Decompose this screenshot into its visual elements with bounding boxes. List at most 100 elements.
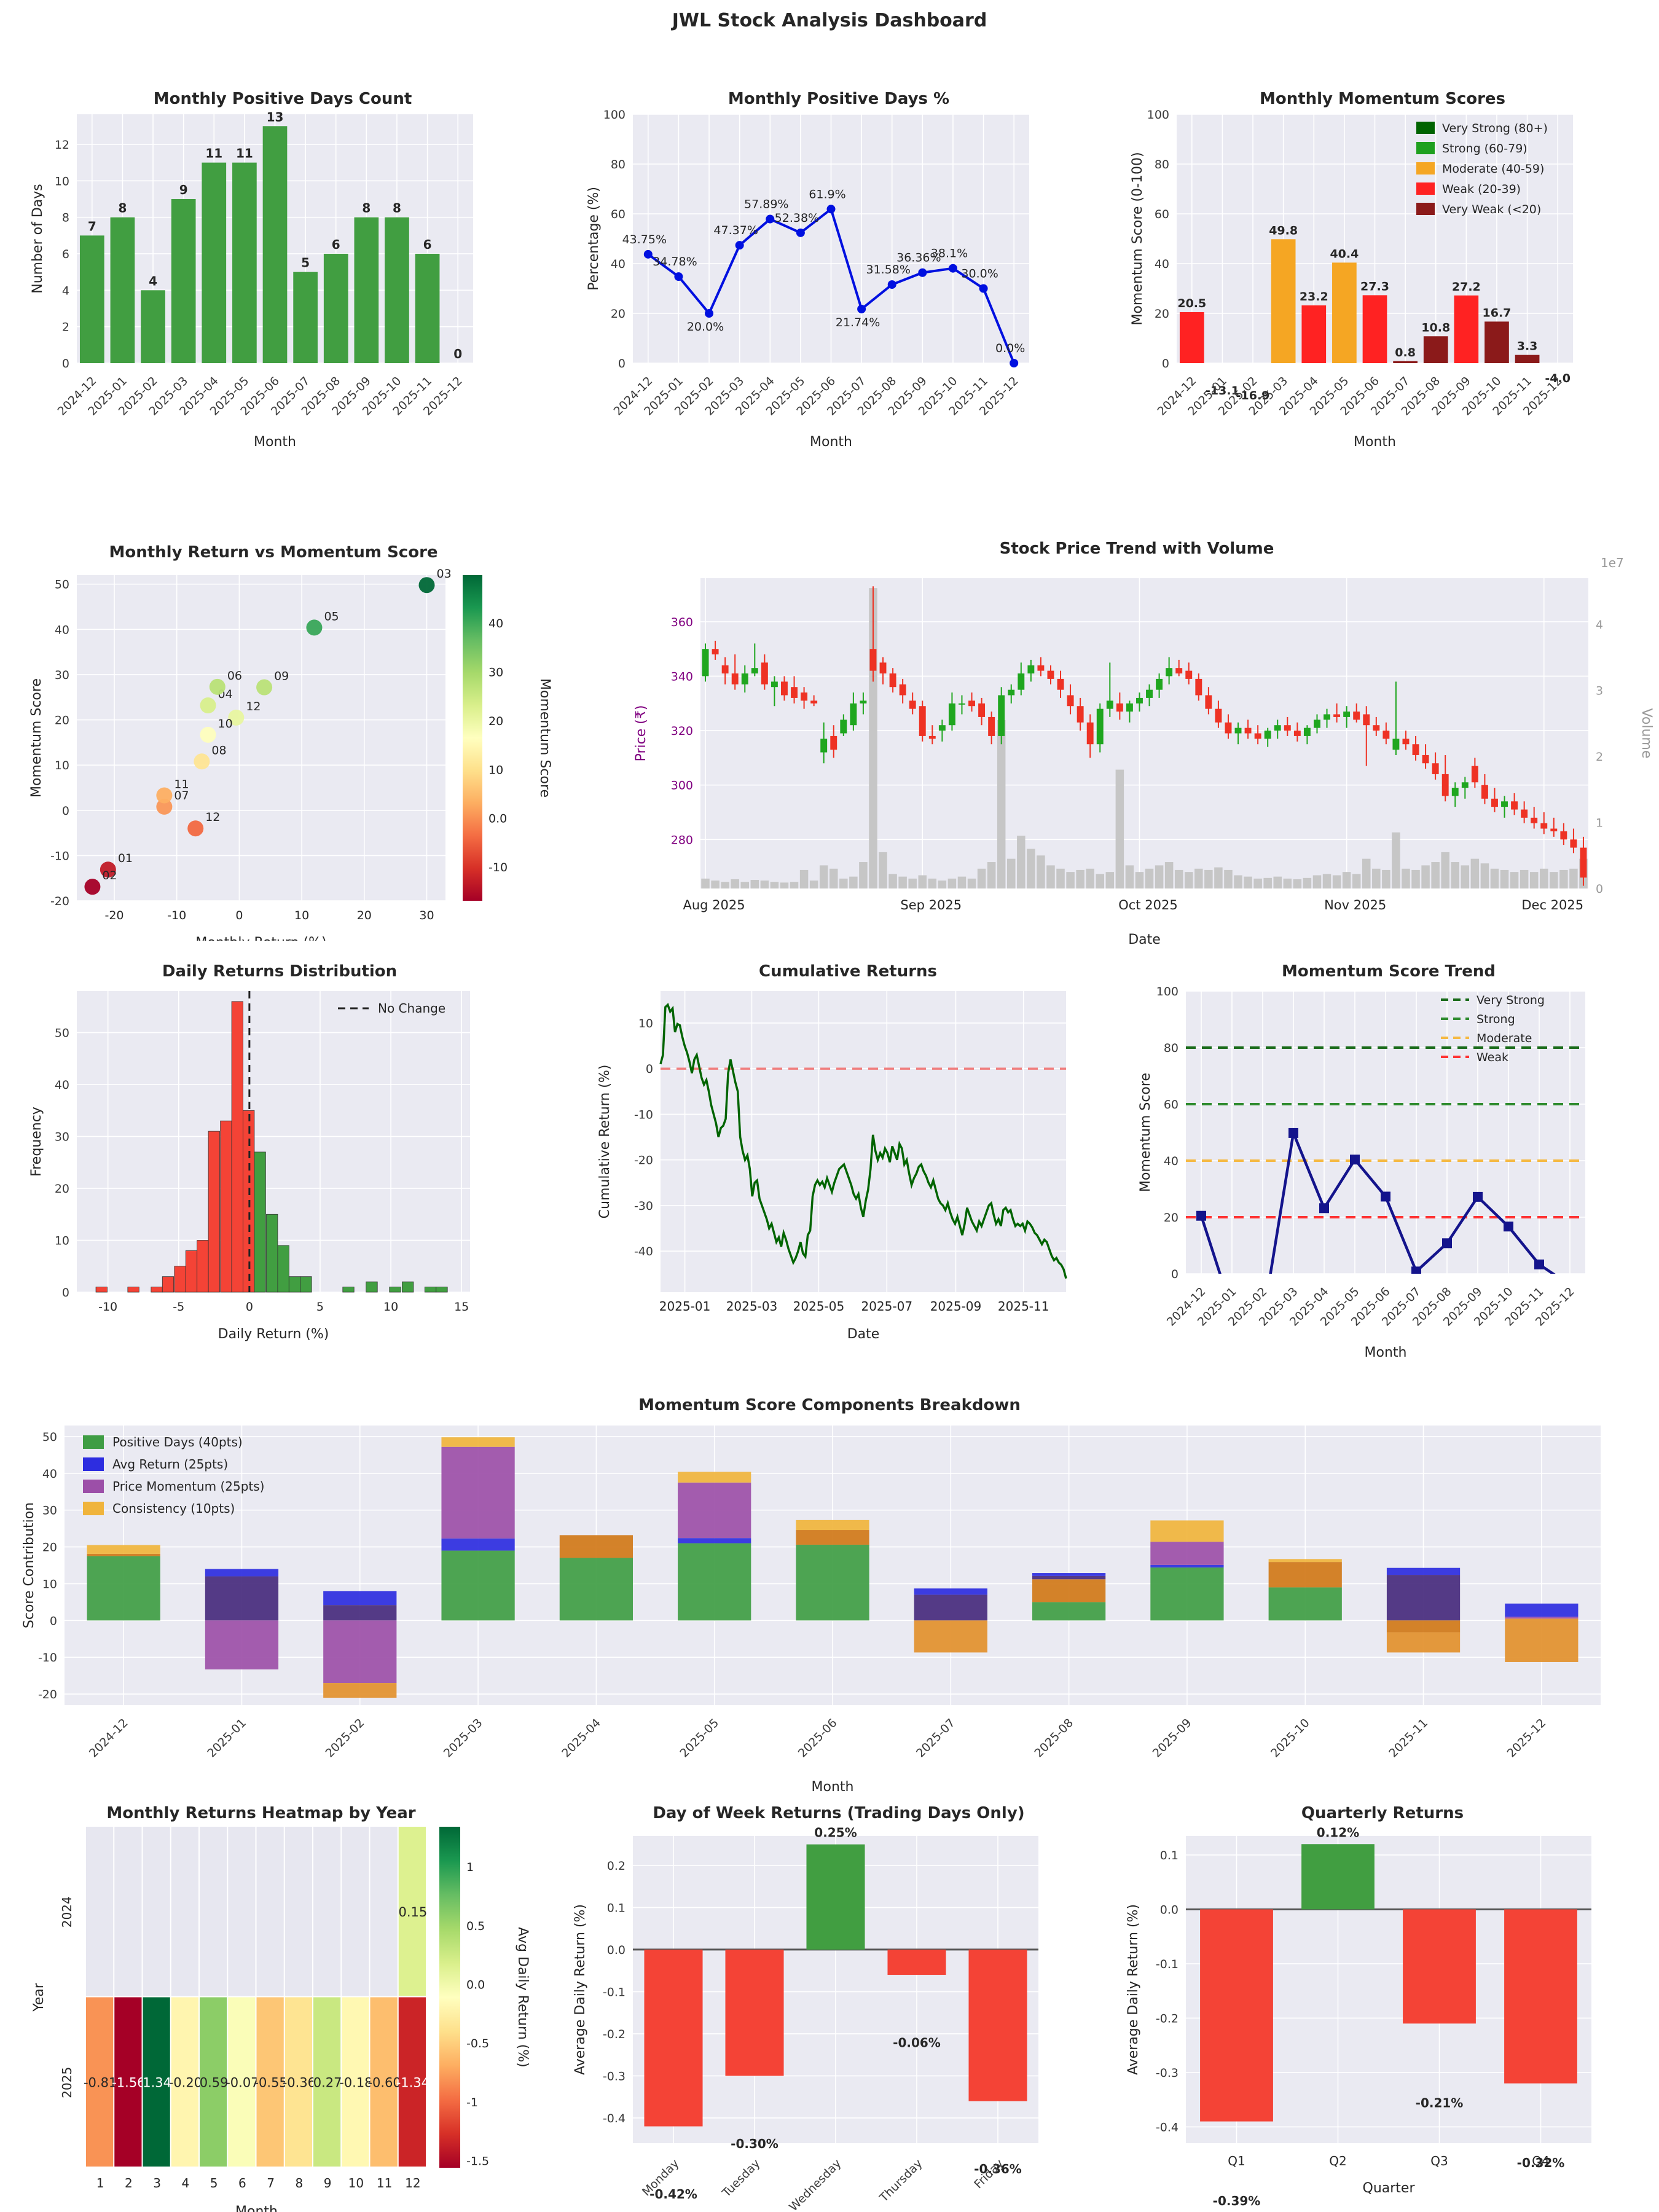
volume-bar	[1037, 855, 1045, 888]
volume-bar	[918, 875, 927, 888]
candle-body	[801, 692, 808, 701]
volume-bar	[1372, 868, 1381, 888]
y-tick-label: 2024	[60, 1896, 74, 1928]
x-tick-label: 10	[294, 909, 309, 922]
cell-value-label: 0.15	[398, 1905, 427, 1920]
bar	[1484, 321, 1509, 363]
bar-value-label: 7	[88, 219, 96, 233]
heatmap-cell	[171, 1827, 198, 1996]
y-axis-label: Number of Days	[30, 184, 45, 293]
bar	[1403, 1909, 1476, 2024]
x-tick-label: 1	[96, 2176, 104, 2190]
bar-value-label: 9	[179, 182, 188, 197]
x-tick-label: 2025-09	[1150, 1716, 1194, 1760]
chart-title: Monthly Returns Heatmap by Year	[106, 1804, 416, 1822]
volume-bar	[997, 720, 1006, 888]
heatmap-cell	[86, 1827, 114, 1996]
candle-body	[820, 739, 828, 753]
plot-background	[661, 991, 1066, 1292]
bar-value-label: 0.8	[1395, 346, 1416, 359]
stack-segment	[1505, 1603, 1579, 1617]
cell-value-label: 0.59	[200, 2075, 229, 2090]
plot-area	[1196, 1128, 1556, 1274]
bar	[1393, 361, 1418, 363]
x-tick-label: 2024-12	[87, 1716, 131, 1760]
x-tick-label: 2025-03	[726, 1299, 778, 1314]
y-tick-label: 50	[55, 1027, 69, 1040]
y-tick-label: -20	[634, 1154, 653, 1167]
candle-body	[1343, 712, 1351, 717]
y-axis-label: Frequency	[29, 1107, 44, 1177]
point-label: 03	[436, 567, 451, 581]
candle-body	[781, 681, 788, 696]
chart-momentum-score-trend: Momentum Score Trend 0 20 40 60 80 100 2024-12…	[1134, 951, 1644, 1381]
bar	[1179, 312, 1204, 363]
histogram-bar	[208, 1131, 220, 1293]
point-label: 01	[118, 852, 133, 865]
histogram-bar	[127, 1287, 139, 1293]
point-label: 52.38%	[775, 211, 819, 225]
bar-value-label: 23.2	[1300, 290, 1328, 304]
volume-bar	[1500, 869, 1509, 888]
data-point	[674, 272, 683, 281]
bar	[725, 1949, 784, 2076]
x-tick-label: Q1	[1228, 2154, 1245, 2168]
point-label: 12	[205, 810, 220, 824]
volume-bar	[1431, 862, 1440, 888]
price-tick-label: 360	[671, 616, 693, 629]
point-label: 47.37%	[713, 224, 758, 237]
volume-axis-label: Volume	[1639, 708, 1653, 759]
bar-value-label: 8	[118, 201, 127, 216]
point-label: 21.74%	[836, 316, 880, 329]
legend-swatch	[1416, 162, 1435, 175]
stack-segment	[796, 1544, 869, 1621]
point-label: 06	[227, 669, 242, 683]
x-axis-label: Month	[812, 1779, 854, 1795]
dashboard-title: JWL Stock Analysis Dashboard	[672, 10, 987, 31]
price-tick-label: 320	[671, 724, 693, 738]
y-tick-label: 0.1	[1160, 1849, 1179, 1862]
y-tick-label: 60	[611, 208, 626, 221]
legend-swatch	[1416, 203, 1435, 215]
bar	[1332, 262, 1357, 363]
volume-bar	[799, 869, 809, 888]
volume-bar	[780, 882, 789, 888]
volume-bar	[790, 882, 799, 888]
chart-cumulative-returns: Cumulative Returns 10 0 -10 -20 -30 -40 2025-0…	[593, 951, 1103, 1375]
candle-body	[850, 703, 857, 726]
y-axis-label: Cumulative Return (%)	[597, 1065, 613, 1219]
x-tick-label: Q3	[1430, 2154, 1448, 2168]
bar	[354, 217, 379, 363]
volume-bar	[1135, 872, 1144, 888]
volume-bar	[928, 878, 937, 888]
x-tick-label: 2025-07	[861, 1299, 912, 1314]
data-point	[796, 228, 805, 237]
candle-body	[1008, 689, 1015, 696]
x-tick-label: 2025-04	[559, 1716, 603, 1760]
candle-body	[879, 662, 887, 674]
heatmap-cell	[398, 1827, 426, 1996]
scatter-point	[418, 577, 435, 594]
volume-bar	[957, 876, 967, 888]
point-label: 09	[274, 670, 289, 683]
volume-bar	[1194, 868, 1203, 888]
y-tick-label: 0.1	[607, 1901, 626, 1915]
data-point	[705, 309, 714, 318]
heatmap-cell	[284, 1827, 312, 1996]
volume-bar	[1164, 862, 1174, 888]
point-label: 31.58%	[866, 263, 911, 276]
x-axis-label: Month	[1354, 434, 1396, 450]
volume-tick-label: 4	[1596, 618, 1603, 632]
x-tick-label: 2025-01	[205, 1716, 249, 1760]
stack-segment	[87, 1553, 160, 1556]
legend-swatch	[83, 1435, 104, 1449]
candle-body	[1333, 714, 1341, 717]
volume-bar	[1510, 872, 1519, 888]
volume-bar	[1332, 875, 1341, 888]
stack-segment	[559, 1558, 633, 1621]
chart-day-of-week-returns: Day of Week Returns (Trading Days Only) …	[568, 1793, 1109, 2212]
colorbar	[439, 1827, 460, 2168]
legend-label: Very Strong (80+)	[1442, 122, 1548, 135]
stack-segment	[441, 1538, 515, 1551]
candle-body	[1234, 728, 1242, 734]
